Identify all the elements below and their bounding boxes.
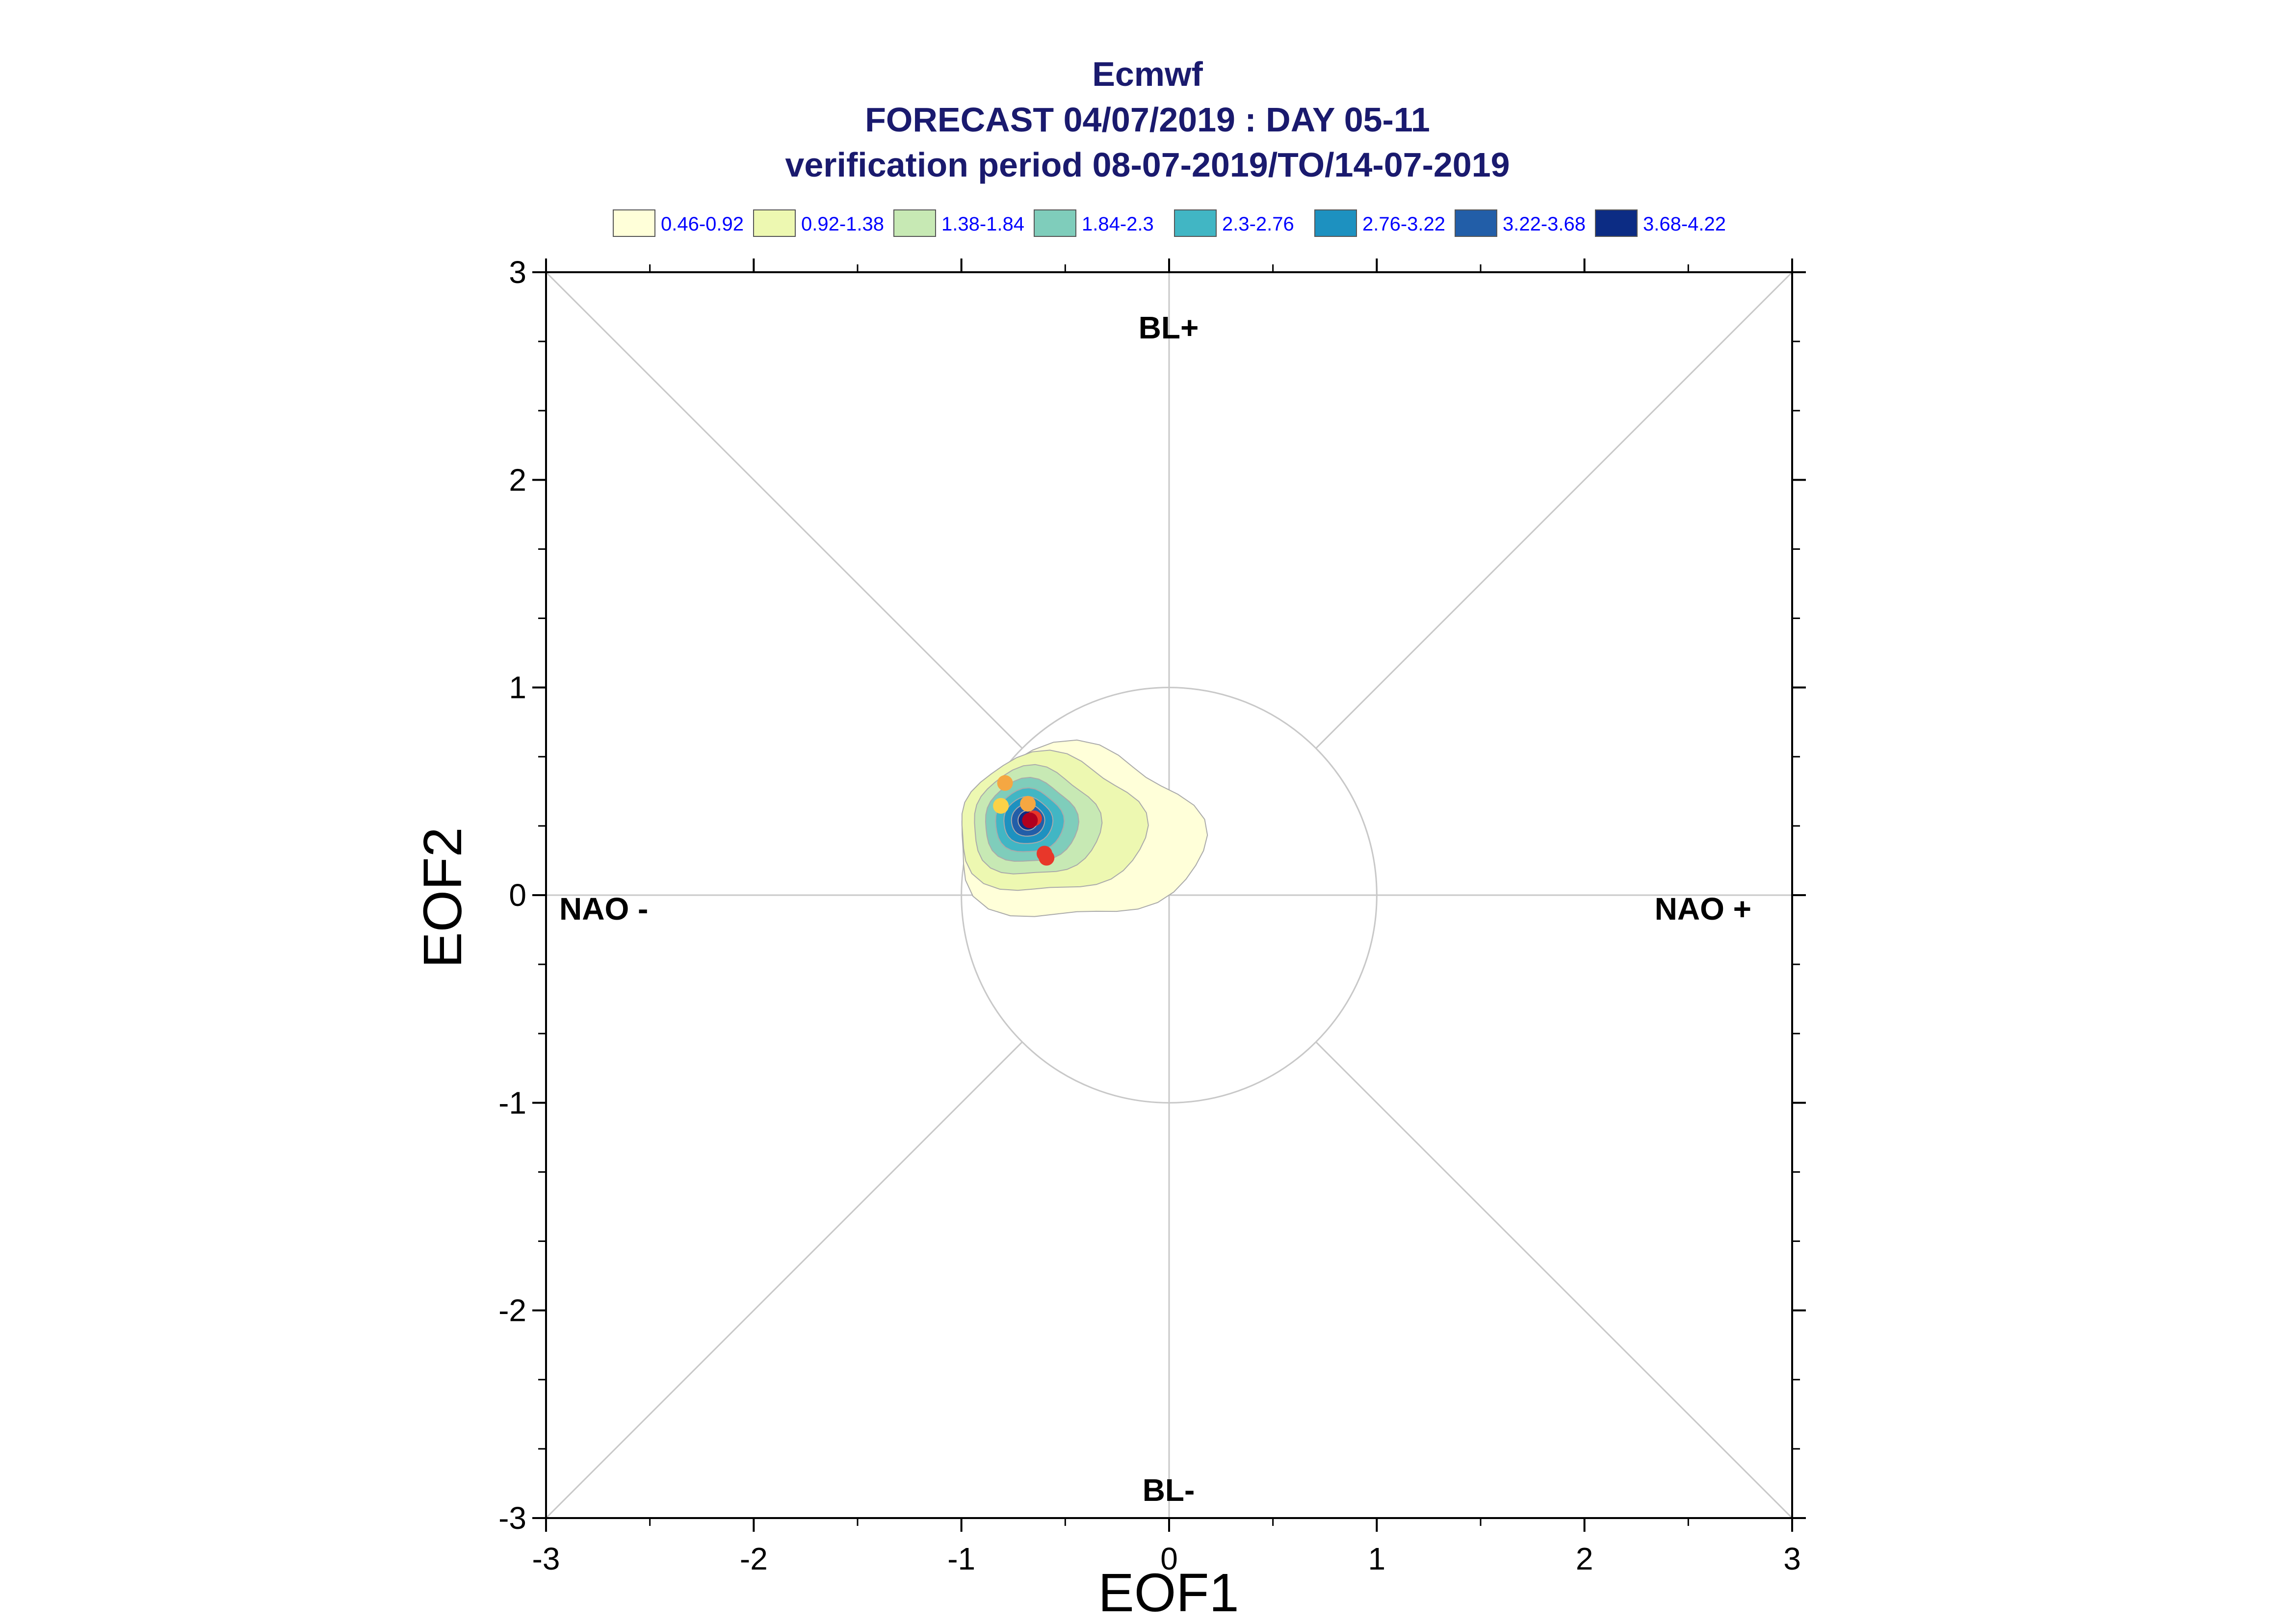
y-tick-label: -3 [498,1500,526,1536]
regime-label-left: NAO - [559,891,648,927]
legend-label-3: 1.38-1.84 [941,213,1024,235]
legend-swatch-4 [1034,209,1076,237]
x-tick-label: 1 [1368,1541,1386,1576]
ensemble-point-7 [1039,850,1055,866]
legend: 0.46-0.92 0.92-1.38 1.38-1.84 1.84-2.3 2.3-2… [613,209,1726,237]
legend-swatch-1 [613,209,655,237]
plot-area: -3 -2 -1 0 1 2 3 -3 -2 -1 0 1 2 3 [498,255,1806,1576]
ensemble-point-1 [997,775,1013,791]
legend-label-4: 1.84-2.3 [1082,213,1154,235]
x-axis-title: EOF1 [1098,1563,1239,1623]
reference-circle [961,687,1378,1104]
legend-label-2: 0.92-1.38 [801,213,884,235]
regime-label-right: NAO + [1655,891,1751,927]
legend-label-6: 2.76-3.22 [1362,213,1445,235]
diagonal-line-4 [1315,1041,1793,1519]
y-tick-label: 3 [509,255,526,290]
regime-label-bottom: BL- [1143,1472,1195,1508]
reference-guides [545,271,1793,1519]
regime-label-top: BL+ [1139,310,1199,345]
legend-swatch-5 [1174,209,1217,237]
y-tick-label: -1 [498,1085,526,1120]
legend-label-7: 3.22-3.68 [1503,213,1586,235]
chart-title-line-3: verification period 08-07-2019/TO/14-07-… [785,146,1510,184]
ensemble-points [993,775,1055,866]
x-tick-label: 0 [1160,1541,1178,1576]
density-contours [961,739,1208,917]
x-tick-label: 2 [1576,1541,1593,1576]
y-axis-title: EOF2 [413,827,473,968]
x-tick-label: -2 [740,1541,768,1576]
legend-label-5: 2.3-2.76 [1222,213,1294,235]
legend-swatch-8 [1595,209,1638,237]
legend-swatch-2 [753,209,796,237]
ensemble-point-3 [1020,796,1036,812]
diagonal-line-1 [545,271,1023,749]
ensemble-point-2 [993,798,1009,814]
y-tick-label: 0 [509,877,526,913]
ensemble-point-5 [1022,812,1038,828]
chart-title-line-2: FORECAST 04/07/2019 : DAY 05-11 [865,101,1430,139]
legend-swatch-3 [893,209,936,237]
diagonal-line-2 [1315,271,1793,749]
y-tick-label: 2 [509,462,526,497]
diagonal-line-3 [545,1041,1023,1519]
legend-swatch-7 [1455,209,1497,237]
legend-swatch-6 [1314,209,1357,237]
chart-title-line-1: Ecmwf [1092,55,1203,93]
legend-label-8: 3.68-4.22 [1643,213,1726,235]
x-tick-label: -3 [532,1541,560,1576]
y-tick-label: 1 [509,670,526,705]
x-tick-label: 3 [1783,1541,1801,1576]
axis-ticks: -3 -2 -1 0 1 2 3 -3 -2 -1 0 1 2 3 [498,255,1806,1576]
x-tick-label: -1 [947,1541,975,1576]
y-tick-label: -2 [498,1293,526,1328]
legend-label-1: 0.46-0.92 [661,213,744,235]
